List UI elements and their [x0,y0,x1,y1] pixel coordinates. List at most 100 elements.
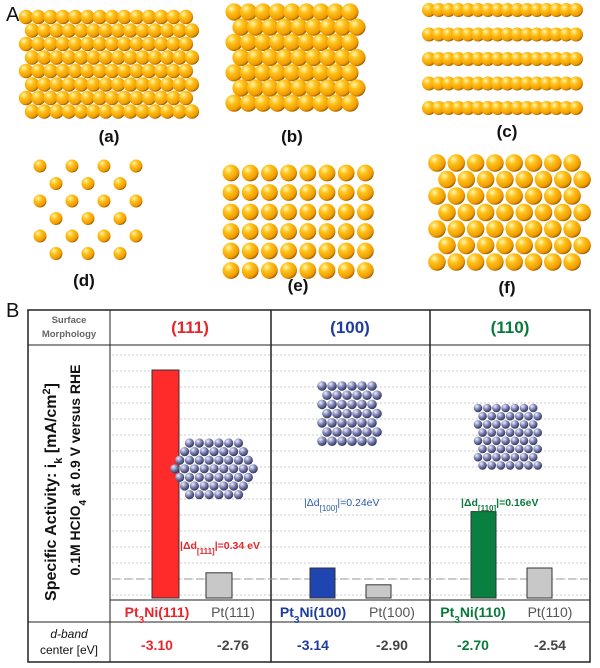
atom [280,223,297,240]
atom [441,27,456,42]
atom [362,390,372,401]
atom [243,455,253,465]
atom [496,444,506,454]
atom [219,464,229,474]
atom [280,262,297,279]
atom [92,90,108,106]
atom [123,77,138,92]
atom [241,164,259,182]
atom [457,236,476,255]
atom [534,203,553,222]
atom [275,18,294,36]
atom [110,50,126,65]
atom [487,411,497,421]
atom [318,164,336,182]
chart-frame [27,309,591,663]
atom [482,420,492,429]
atom [184,104,200,119]
atom [261,262,278,279]
atom [113,212,127,225]
atom [451,27,466,42]
atom [232,18,250,36]
atom [471,52,485,66]
atom [500,27,515,42]
atom [431,76,446,91]
atom [510,403,520,413]
panel-b-letter: B [6,300,20,322]
lattice-a [18,9,200,119]
atom [222,262,240,279]
atom [261,79,279,97]
atom [333,18,352,36]
atom [528,436,538,446]
atom [241,223,259,240]
atom [341,3,359,21]
delta-d-110: |Δd[110]|=0.16eV [461,497,539,513]
atom [533,428,542,437]
atom [214,490,224,500]
atom [147,50,163,65]
atom [422,3,436,17]
atom [275,79,294,97]
atom [180,464,190,474]
atom [539,27,554,42]
category-label-pt-110: Pt(110) [528,604,573,620]
category-label-pt3ni-111: Pt3Ni(111) [125,604,190,626]
atom [528,403,538,413]
atom [554,203,572,222]
atom [482,436,492,446]
atom [544,187,562,205]
atom [204,455,214,465]
atom [487,461,497,470]
atom [238,481,248,491]
atom [180,481,190,491]
lattice-label-b: (b) [281,127,303,146]
atom [129,9,144,25]
atom [135,50,150,65]
atom [209,464,219,474]
atom [480,101,495,115]
atom [318,262,336,279]
atom [539,76,554,91]
atom [524,428,533,437]
atom [476,203,495,222]
atom [332,427,342,437]
atom [337,399,347,410]
atom [232,49,250,67]
atom [539,3,554,17]
bar-pure-100 [365,584,392,599]
atom [113,177,127,190]
atom [275,49,294,67]
category-label-pt-111: Pt(111) [211,604,255,620]
atom [451,52,466,66]
atom [299,223,317,240]
atom [254,64,272,82]
atom [431,27,446,42]
atom [224,472,234,482]
atom [533,411,542,421]
atom [170,464,180,474]
bar-alloy-110 [470,511,497,599]
atom [441,76,456,91]
atom [219,447,229,457]
atom [312,33,330,52]
atom [529,27,544,42]
atom [319,49,337,67]
atom [549,3,564,17]
atom [33,194,47,208]
atom [447,220,466,238]
atom [110,23,126,38]
atom [135,104,150,119]
atom [222,164,240,182]
atom [569,101,583,115]
atom [233,455,244,465]
atom [225,94,243,112]
atom [524,154,543,172]
atom [61,104,77,119]
atom [326,64,345,82]
atom [501,452,510,462]
atom [154,63,169,79]
atom [457,203,476,222]
atom [515,428,524,437]
atom [341,64,359,82]
